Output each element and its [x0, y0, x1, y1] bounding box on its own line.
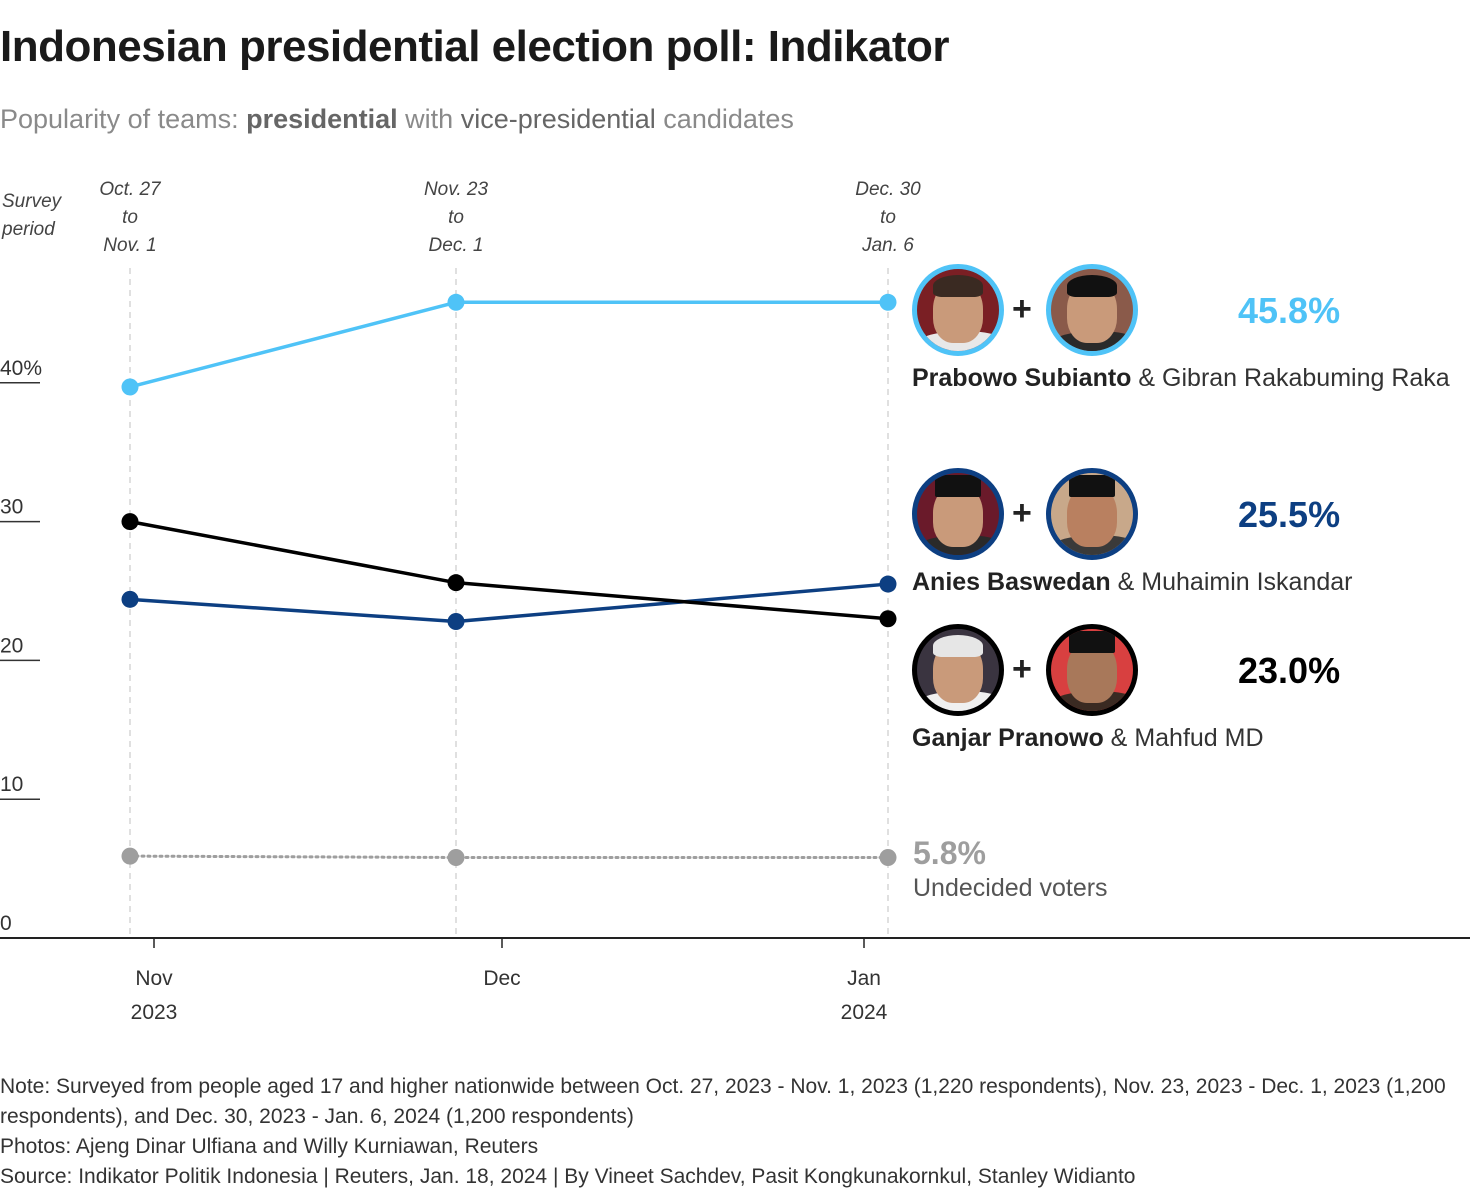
subtitle-text: Popularity of teams: — [0, 104, 247, 134]
series-line-2 — [129, 519, 889, 621]
data-point — [121, 513, 139, 531]
data-point — [447, 574, 465, 592]
legend-names: Ganjar Pranowo & Mahfud MD — [912, 724, 1264, 753]
survey-period-label: Nov. 1 — [103, 235, 157, 256]
survey-period-header: period — [1, 219, 56, 240]
x-tick-label: Nov — [135, 967, 173, 990]
legend-percentage: 25.5% — [1238, 494, 1341, 535]
series-line-0 — [129, 300, 888, 389]
data-point — [447, 613, 465, 631]
candidate-photo-vice — [1046, 264, 1138, 356]
survey-period-label: Nov. 23 — [424, 179, 489, 200]
president-name: Anies Baswedan — [912, 568, 1111, 596]
plus-icon: + — [1012, 494, 1032, 532]
survey-period-header: Survey — [2, 191, 63, 212]
survey-period-label: to — [448, 207, 464, 228]
chart-title: Indonesian presidential election poll: I… — [0, 22, 950, 71]
plus-icon: + — [1012, 650, 1032, 688]
data-point — [121, 378, 139, 396]
subtitle-text: with — [397, 104, 461, 134]
chart-subtitle: Popularity of teams: presidential with v… — [0, 104, 794, 135]
survey-period-label: Oct. 27 — [99, 179, 162, 200]
y-tick-label: 0 — [0, 912, 12, 935]
data-point — [879, 848, 897, 866]
data-point — [879, 610, 897, 628]
undecided-label: 5.8% Undecided voters — [913, 835, 1108, 903]
subtitle-presidential: presidential — [246, 104, 398, 134]
line-chart: Survey period Oct. 27 to Nov. 1 Nov. 23 to Dec.… — [0, 179, 1470, 1024]
undecided-value: 5.8% — [913, 835, 986, 871]
data-point — [121, 590, 139, 608]
data-point — [879, 293, 897, 311]
footer-note: Note: Surveyed from people aged 17 and h… — [0, 1075, 1446, 1128]
amp: & — [1138, 364, 1156, 392]
survey-period-label: Dec. 30 — [855, 179, 921, 200]
candidate-photo-vice — [1046, 468, 1138, 560]
survey-period-label: to — [122, 207, 138, 228]
series-line-3 — [128, 854, 890, 859]
x-tick-sublabel: 2023 — [131, 1001, 178, 1024]
legend-names: Prabowo Subianto & Gibran Rakabuming Rak… — [912, 364, 1450, 393]
legend-names: Anies Baswedan & Muhaimin Iskandar — [912, 568, 1353, 597]
legend-percentage: 23.0% — [1238, 650, 1341, 691]
x-tick-label: Jan — [847, 967, 881, 990]
y-tick-label: 20 — [0, 634, 23, 657]
vice-president-name: Muhaimin Iskandar — [1141, 568, 1353, 596]
x-tick-sublabel: 2024 — [841, 1001, 888, 1024]
amp: & — [1110, 724, 1128, 752]
plus-icon: + — [1012, 290, 1032, 328]
survey-period-label: Dec. 1 — [429, 235, 484, 256]
candidate-photo-president — [912, 624, 1004, 716]
y-tick-label: 30 — [0, 496, 23, 519]
series-line-1 — [129, 582, 889, 624]
amp: & — [1117, 568, 1135, 596]
footer: Note: Surveyed from people aged 17 and h… — [0, 1072, 1460, 1192]
undecided-text: Undecided voters — [913, 874, 1108, 902]
vice-president-name: Gibran Rakabuming Raka — [1162, 364, 1450, 392]
candidate-photo-president — [912, 468, 1004, 560]
vice-president-name: Mahfud MD — [1134, 724, 1264, 752]
president-name: Ganjar Pranowo — [912, 724, 1104, 752]
x-tick-label: Dec — [483, 967, 520, 990]
candidate-photo-vice — [1046, 624, 1138, 716]
subtitle-vice-presidential: vice-presidential — [460, 104, 656, 134]
president-name: Prabowo Subianto — [912, 364, 1132, 392]
data-point — [879, 575, 897, 593]
subtitle-text: candidates — [655, 104, 794, 134]
y-tick-label: 40% — [0, 357, 42, 380]
data-point — [447, 848, 465, 866]
footer-photos-credit: Photos: Ajeng Dinar Ulfiana and Willy Ku… — [0, 1135, 539, 1158]
data-point — [121, 847, 139, 865]
data-point — [447, 293, 465, 311]
candidate-photo-president — [912, 264, 1004, 356]
y-tick-label: 10 — [0, 773, 23, 796]
footer-source: Source: Indikator Politik Indonesia | Re… — [0, 1165, 1136, 1188]
survey-period-label: Jan. 6 — [861, 235, 914, 256]
survey-period-label: to — [880, 207, 896, 228]
legend-percentage: 45.8% — [1238, 290, 1341, 331]
